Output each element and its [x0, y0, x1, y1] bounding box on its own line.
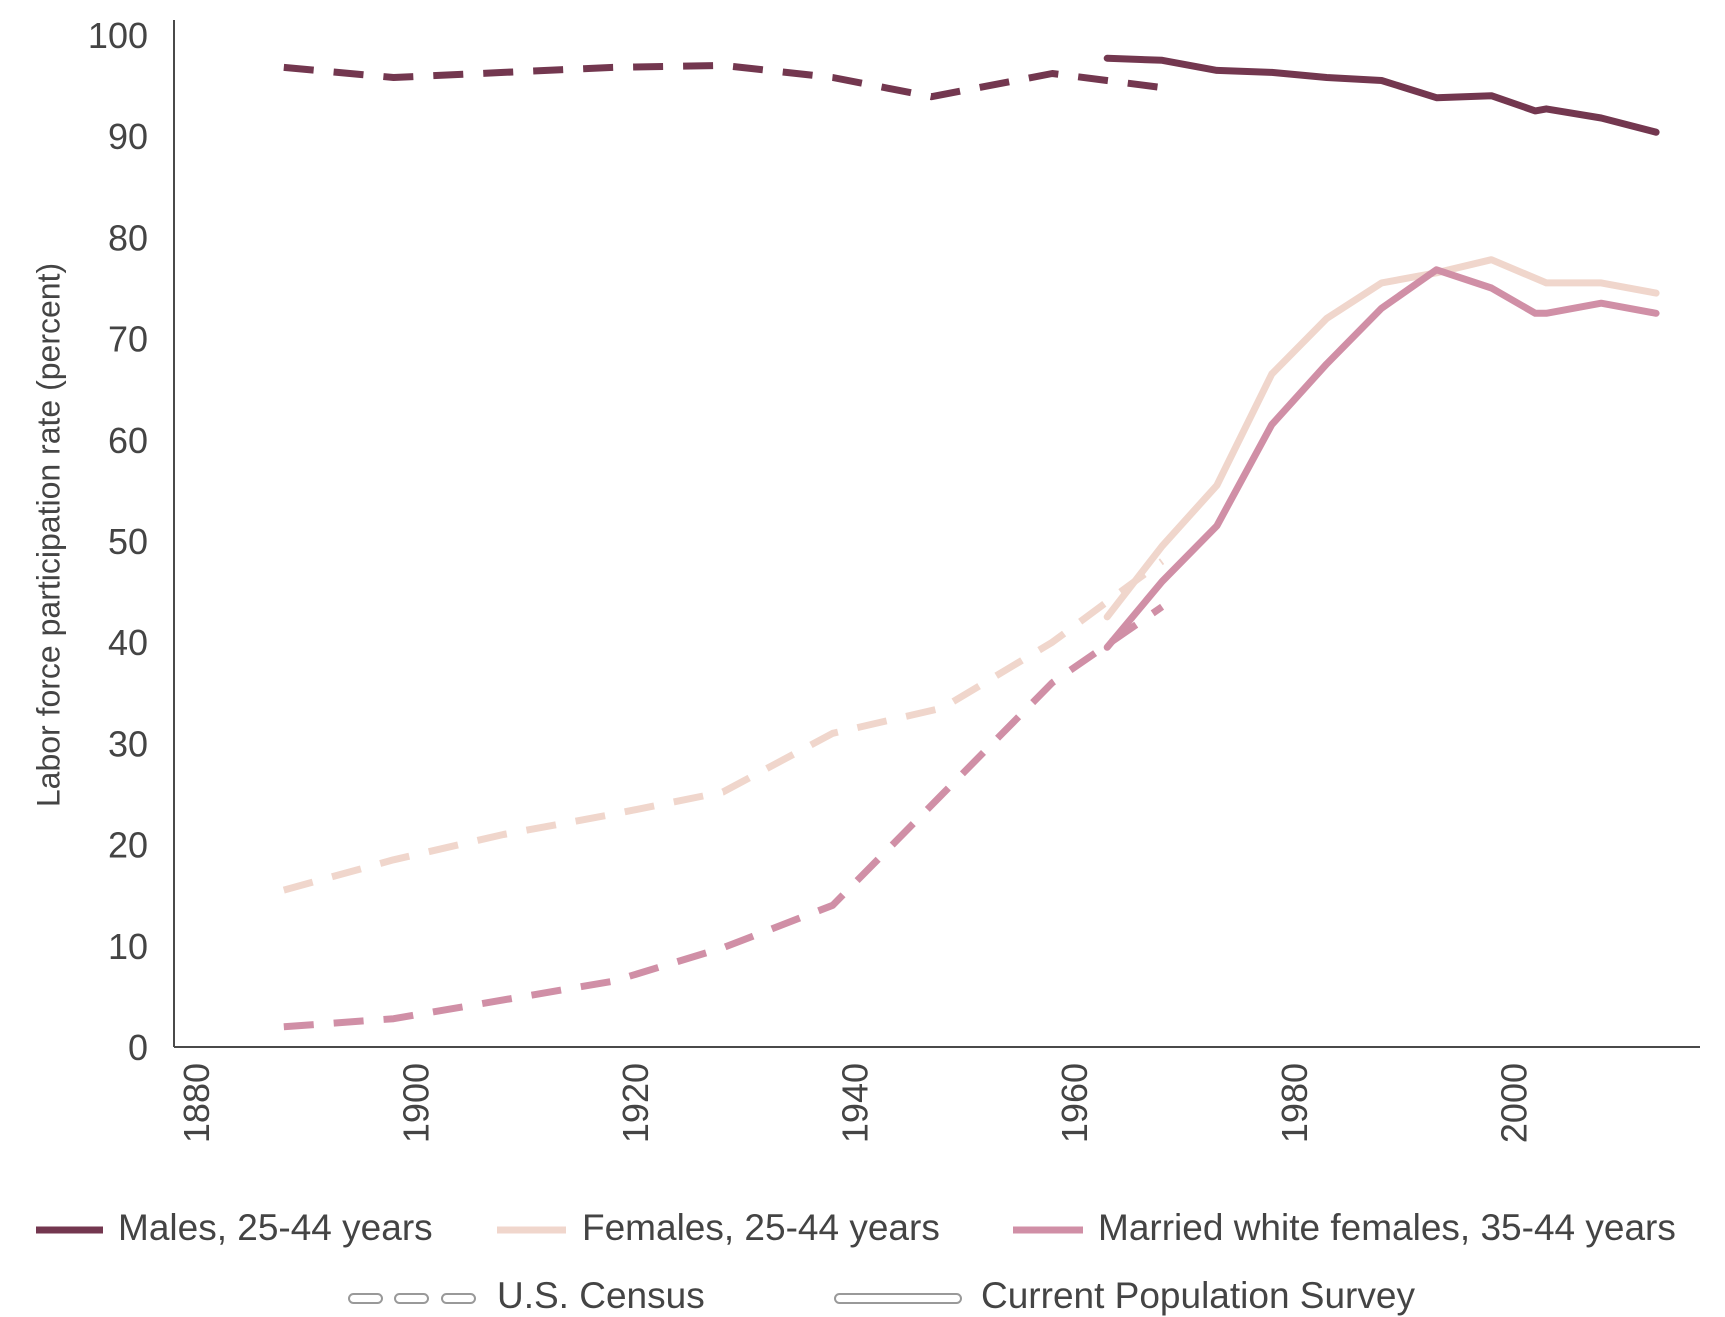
y-tick-label: 100 — [88, 15, 148, 56]
legend-item-females: Females, 25-44 years — [497, 1207, 940, 1248]
legend-item-married-white-females: Married white females, 35-44 years — [1013, 1207, 1676, 1248]
x-tick-label: 1980 — [1274, 1063, 1315, 1143]
x-tick-label: 1900 — [396, 1063, 437, 1143]
series-line-males-25-44-years-solid — [1103, 54, 1660, 136]
axes-layer — [173, 20, 1700, 1048]
x-tick-labels: 1880 1900 1920 1940 1960 1980 2000 — [176, 1063, 1534, 1143]
x-tick-label: 1920 — [615, 1063, 656, 1143]
y-tick-label: 80 — [108, 217, 148, 258]
x-tick-label: 1960 — [1054, 1063, 1095, 1143]
legend-label-current-population-survey: Current Population Survey — [981, 1275, 1415, 1316]
y-axis-label: Labor force participation rate (percent) — [30, 263, 66, 807]
y-tick-label: 20 — [108, 825, 148, 866]
y-tick-label: 90 — [108, 116, 148, 157]
legend-swatch-cps — [834, 1293, 962, 1304]
legend-swatch-census-dash-1 — [348, 1293, 383, 1304]
y-tick-label: 40 — [108, 622, 148, 663]
y-tick-label: 0 — [128, 1027, 148, 1068]
y-tick-label: 10 — [108, 926, 148, 967]
series-line-females-25-44-years-dashed — [282, 558, 1165, 894]
legend-item-males: Males, 25-44 years — [36, 1207, 433, 1248]
series-line-females-25-44-years-solid — [1103, 256, 1660, 621]
x-tick-label: 1940 — [835, 1063, 876, 1143]
legend-item-current-population-survey: Current Population Survey — [834, 1275, 1415, 1316]
series-layer — [282, 54, 1660, 1031]
series-line-males-25-44-years-dashed — [283, 61, 1163, 101]
legend-label-us-census: U.S. Census — [497, 1275, 705, 1316]
y-tick-label: 30 — [108, 723, 148, 764]
series-line-married-white-females-35-44-years-solid — [1103, 266, 1660, 651]
legend-label-females: Females, 25-44 years — [582, 1207, 940, 1248]
legend-label-married-white-females: Married white females, 35-44 years — [1098, 1207, 1676, 1248]
y-tick-label: 70 — [108, 319, 148, 360]
legend: Males, 25-44 years Females, 25-44 years … — [36, 1207, 1676, 1316]
y-tick-label: 50 — [108, 521, 148, 562]
y-tick-label: 60 — [108, 420, 148, 461]
series-line-married-white-females-35-44-years-dashed — [283, 603, 1165, 1031]
x-tick-label: 1880 — [176, 1063, 217, 1143]
x-tick-label: 2000 — [1493, 1063, 1534, 1143]
legend-label-males: Males, 25-44 years — [118, 1207, 433, 1248]
legend-swatch-census-dash-2 — [394, 1293, 429, 1304]
legend-item-us-census: U.S. Census — [348, 1275, 705, 1316]
legend-swatch-census-dash-3 — [441, 1293, 476, 1304]
y-tick-labels: 0 10 20 30 40 50 60 70 80 90 100 — [88, 15, 148, 1068]
